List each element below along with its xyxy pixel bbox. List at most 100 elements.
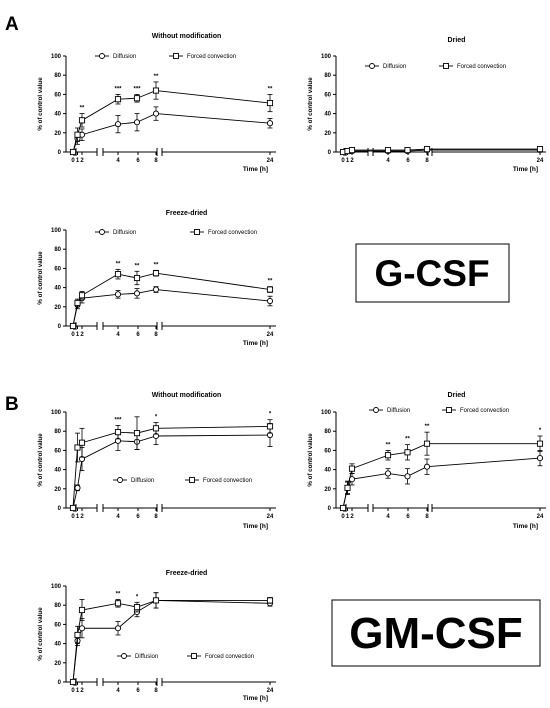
data-point-diffusion bbox=[74, 484, 81, 491]
y-tick-label: 80 bbox=[324, 73, 331, 79]
chart-title: Freeze-dried bbox=[166, 570, 208, 577]
x-tick-label: 24 bbox=[267, 158, 274, 164]
x-tick-label: 8 bbox=[154, 158, 158, 164]
data-point-forced-convection bbox=[536, 146, 544, 153]
data-point-diffusion bbox=[404, 473, 411, 480]
legend: Diffusion Forced convection bbox=[113, 477, 252, 484]
data-point-forced-convection bbox=[266, 597, 274, 604]
y-tick-label: 100 bbox=[321, 410, 332, 416]
data-point-diffusion bbox=[78, 625, 86, 632]
data-point-forced-convection bbox=[74, 131, 81, 138]
x-tick-label: 6 bbox=[136, 688, 140, 694]
legend-label: Forced convection bbox=[203, 478, 252, 484]
data-point-forced-convection bbox=[69, 504, 77, 512]
y-tick-label: 80 bbox=[54, 603, 61, 609]
x-tick-label: 6 bbox=[406, 514, 410, 520]
data-point-forced-convection bbox=[78, 292, 86, 299]
data-point-diffusion bbox=[423, 463, 431, 470]
legend-circle-icon bbox=[99, 53, 105, 59]
y-tick-label: 0 bbox=[328, 150, 332, 156]
y-tick-label: 60 bbox=[54, 266, 61, 272]
protein-label-gcsf: G-CSF bbox=[374, 253, 489, 294]
legend-square-icon bbox=[189, 477, 195, 483]
y-tick-label: 40 bbox=[54, 286, 61, 292]
legend-label: Diffusion bbox=[387, 408, 410, 414]
data-point-diffusion bbox=[114, 625, 122, 632]
x-tick-label: 0 bbox=[71, 688, 75, 694]
data-point-forced-convection bbox=[152, 597, 160, 604]
y-tick-label: 0 bbox=[58, 324, 62, 330]
data-point-forced-convection bbox=[404, 147, 411, 154]
legend-label: Forced convection bbox=[187, 54, 236, 60]
legend: Diffusion Forced convection bbox=[369, 407, 509, 414]
data-point-forced-convection bbox=[339, 504, 347, 512]
legend-label: Diffusion bbox=[135, 654, 158, 660]
x-tick-label: 8 bbox=[154, 514, 158, 520]
data-point-forced-convection bbox=[69, 678, 77, 686]
y-tick-label: 60 bbox=[54, 92, 61, 98]
y-axis-label: % of control value bbox=[307, 433, 314, 487]
chart-title: Dried bbox=[448, 37, 466, 44]
y-tick-label: 40 bbox=[54, 642, 61, 648]
legend-square-icon bbox=[194, 229, 200, 235]
series-line-diffusion bbox=[72, 434, 271, 509]
significance-marker: ** bbox=[386, 442, 391, 448]
legend-circle-icon bbox=[373, 407, 379, 413]
legend: Diffusion Forced convection bbox=[365, 63, 506, 70]
data-point-diffusion bbox=[266, 120, 274, 127]
data-point-forced-convection bbox=[114, 96, 122, 103]
data-point-forced-convection bbox=[384, 452, 392, 459]
x-tick-label: 8 bbox=[425, 514, 429, 520]
x-tick-label: 24 bbox=[267, 514, 274, 520]
series-line-diffusion bbox=[72, 599, 271, 683]
legend-circle-icon bbox=[117, 477, 123, 483]
y-tick-label: 80 bbox=[54, 247, 61, 253]
y-tick-label: 0 bbox=[58, 680, 62, 686]
y-tick-label: 20 bbox=[324, 131, 331, 137]
x-tick-label: 6 bbox=[406, 158, 410, 164]
x-axis-label: Time [h] bbox=[513, 523, 538, 530]
significance-marker: ** bbox=[80, 106, 85, 112]
data-point-forced-convection bbox=[152, 270, 160, 277]
data-point-forced-convection bbox=[78, 439, 86, 446]
y-tick-label: 100 bbox=[51, 54, 62, 60]
chart-title: Dried bbox=[448, 392, 466, 399]
data-point-forced-convection bbox=[344, 484, 351, 491]
y-axis-label: % of control value bbox=[37, 77, 44, 131]
significance-marker: ** bbox=[268, 86, 273, 92]
data-point-forced-convection bbox=[133, 604, 141, 611]
chart-title: Without modification bbox=[152, 33, 222, 40]
data-point-diffusion bbox=[133, 119, 141, 126]
x-tick-label: 1 bbox=[76, 514, 80, 520]
data-point-forced-convection bbox=[152, 87, 160, 94]
chart-title: Without modification bbox=[152, 392, 222, 399]
panel-letter-b: B bbox=[5, 394, 19, 415]
series-line-diffusion bbox=[342, 457, 541, 509]
y-axis-label: % of control value bbox=[37, 433, 44, 487]
x-tick-label: 24 bbox=[267, 332, 274, 338]
y-tick-label: 100 bbox=[51, 410, 62, 416]
y-tick-label: 0 bbox=[58, 506, 62, 512]
legend-circle-icon bbox=[369, 63, 375, 69]
significance-marker: ** bbox=[154, 262, 159, 268]
y-tick-label: 100 bbox=[321, 54, 332, 60]
legend-circle-icon bbox=[99, 229, 105, 235]
legend-circle-icon bbox=[121, 653, 127, 659]
x-tick-label: 6 bbox=[136, 514, 140, 520]
data-point-forced-convection bbox=[152, 425, 160, 432]
x-tick-label: 1 bbox=[76, 158, 80, 164]
protein-label-box-gcsf: G-CSF bbox=[355, 243, 510, 303]
y-tick-label: 80 bbox=[324, 429, 331, 435]
y-tick-label: 60 bbox=[324, 92, 331, 98]
legend-label: Forced convection bbox=[460, 408, 509, 414]
significance-marker: ** bbox=[405, 437, 410, 443]
data-point-forced-convection bbox=[114, 271, 122, 278]
y-tick-label: 40 bbox=[54, 112, 61, 118]
significance-marker: ** bbox=[425, 424, 430, 430]
data-point-forced-convection bbox=[423, 146, 431, 153]
data-point-diffusion bbox=[152, 110, 160, 117]
protein-label-box-gmcsf: GM-CSF bbox=[331, 599, 541, 667]
